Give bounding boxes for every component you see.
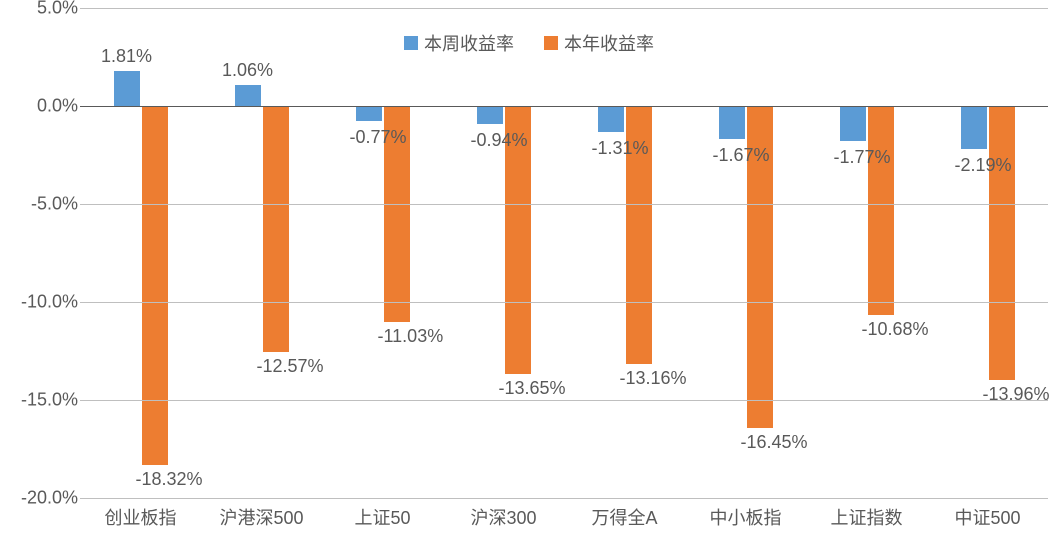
data-label: -13.96% <box>983 384 1050 405</box>
data-label: 1.06% <box>222 60 273 81</box>
plot-area <box>80 8 1048 498</box>
zero-line <box>80 106 1048 107</box>
bar <box>235 85 261 106</box>
data-label: -12.57% <box>257 356 324 377</box>
x-tick-label: 沪港深500 <box>219 504 303 530</box>
bar <box>598 106 624 132</box>
data-label: 1.81% <box>101 46 152 67</box>
data-label: -13.16% <box>620 368 687 389</box>
data-label: -10.68% <box>862 319 929 340</box>
bar <box>477 106 503 124</box>
data-label: -16.45% <box>741 432 808 453</box>
data-label: -2.19% <box>955 155 1012 176</box>
y-tick-label: 5.0% <box>8 0 78 19</box>
bar <box>989 106 1015 380</box>
y-tick-label: -5.0% <box>8 194 78 215</box>
x-tick-label: 中证500 <box>954 504 1020 530</box>
data-label: -1.67% <box>713 145 770 166</box>
x-tick-label: 沪深300 <box>470 504 536 530</box>
data-label: -1.77% <box>834 147 891 168</box>
data-label: -0.77% <box>350 127 407 148</box>
return-rate-chart: 本周收益率 本年收益率 5.0%0.0%-5.0%-10.0%-15.0%-20… <box>0 0 1058 537</box>
bar <box>961 106 987 149</box>
bars-layer <box>80 8 1048 498</box>
bar <box>114 71 140 106</box>
y-tick-label: -10.0% <box>8 292 78 313</box>
bar <box>356 106 382 121</box>
bar <box>142 106 168 465</box>
data-label: -1.31% <box>592 138 649 159</box>
bar <box>868 106 894 315</box>
data-label: -18.32% <box>136 469 203 490</box>
x-tick-label: 上证50 <box>354 504 410 530</box>
grid-line <box>80 302 1048 303</box>
grid-line <box>80 498 1048 499</box>
y-tick-label: -15.0% <box>8 390 78 411</box>
data-label: -0.94% <box>471 130 528 151</box>
grid-line <box>80 400 1048 401</box>
x-tick-label: 创业板指 <box>105 504 177 530</box>
grid-line <box>80 8 1048 9</box>
bar <box>263 106 289 352</box>
bar <box>719 106 745 139</box>
x-tick-label: 万得全A <box>591 504 657 530</box>
x-tick-label: 上证指数 <box>831 504 903 530</box>
grid-line <box>80 204 1048 205</box>
y-tick-label: -20.0% <box>8 488 78 509</box>
y-tick-label: 0.0% <box>8 96 78 117</box>
data-label: -11.03% <box>378 326 444 347</box>
x-tick-label: 中小板指 <box>710 504 782 530</box>
data-label: -13.65% <box>499 378 566 399</box>
bar <box>840 106 866 141</box>
